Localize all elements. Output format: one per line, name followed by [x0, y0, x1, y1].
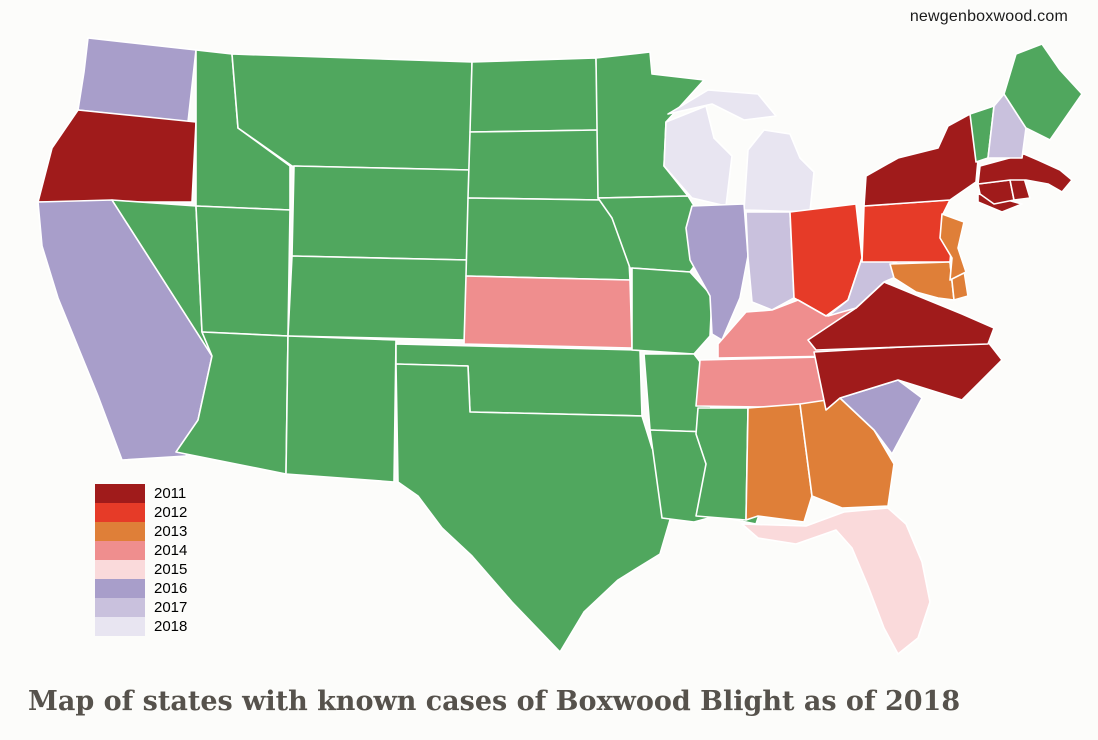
legend-label-2012: 2012	[154, 504, 188, 521]
legend-swatch-2013	[95, 522, 145, 541]
state-sd	[467, 129, 603, 201]
state-nd	[469, 57, 599, 133]
legend-label-2016: 2016	[154, 580, 188, 597]
state-nc	[813, 341, 1003, 411]
legend-label-2017: 2017	[154, 599, 188, 616]
legend-label-2018: 2018	[154, 618, 188, 635]
legend-item-2016: 2016	[95, 579, 187, 598]
state-ne	[465, 197, 631, 281]
legend-swatch-2015	[95, 560, 145, 579]
watermark-url: newgenboxwood.com	[909, 8, 1068, 25]
legend-swatch-2014	[95, 541, 145, 560]
legend-item-2015: 2015	[95, 560, 187, 579]
state-tx	[395, 363, 671, 653]
state-wa	[77, 37, 197, 123]
state-me	[1003, 43, 1083, 141]
state-in	[745, 211, 795, 311]
legend-item-2013: 2013	[95, 522, 187, 541]
legend: 2011 2012 2013 2014 2015 2016 2017 2018	[95, 484, 187, 636]
legend-label-2014: 2014	[154, 542, 188, 559]
state-ut	[195, 205, 291, 337]
legend-swatch-2011	[95, 484, 145, 503]
legend-swatch-2016	[95, 579, 145, 598]
legend-item-2012: 2012	[95, 503, 187, 522]
state-fl	[741, 507, 931, 655]
state-nh	[987, 93, 1027, 159]
state-pa	[861, 199, 953, 263]
legend-swatch-2018	[95, 617, 145, 636]
legend-swatch-2017	[95, 598, 145, 617]
legend-item-2017: 2017	[95, 598, 187, 617]
state-or	[37, 109, 197, 203]
state-mi	[667, 89, 815, 213]
legend-label-2011: 2011	[154, 485, 187, 502]
state-co	[287, 255, 469, 341]
legend-label-2015: 2015	[154, 561, 188, 578]
state-nm	[285, 335, 397, 483]
legend-label-2013: 2013	[154, 523, 188, 540]
state-ks	[463, 275, 633, 349]
state-wi	[663, 105, 733, 207]
state-nj	[939, 213, 967, 281]
state-ma	[977, 153, 1073, 193]
state-mo	[631, 267, 713, 355]
legend-item-2014: 2014	[95, 541, 187, 560]
page-title: Map of states with known cases of Boxwoo…	[28, 686, 961, 717]
legend-swatch-2012	[95, 503, 145, 522]
legend-item-2011: 2011	[95, 484, 187, 503]
legend-item-2018: 2018	[95, 617, 187, 636]
state-ri	[1009, 177, 1031, 201]
state-wy	[291, 165, 471, 261]
